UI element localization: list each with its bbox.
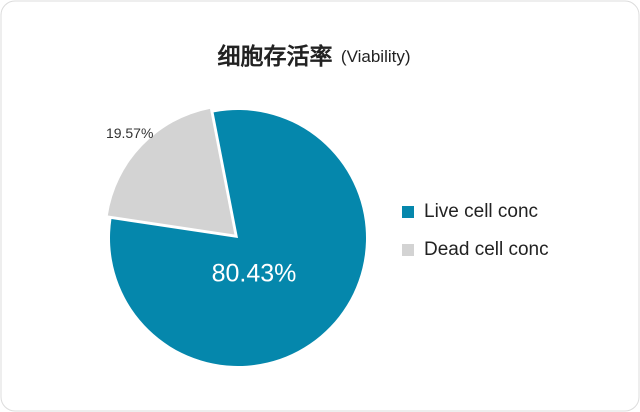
chart-title: 细胞存活率: [217, 43, 332, 69]
chart-title-group: 细胞存活率 (Viability): [217, 43, 410, 69]
pie-slice: [109, 110, 366, 366]
legend-label: Live cell conc: [424, 201, 538, 222]
legend-swatch: [402, 244, 414, 256]
legend-label: Dead cell conc: [424, 239, 549, 260]
data-label: 80.43%: [212, 260, 297, 288]
chart-subtitle: (Viability): [341, 47, 411, 66]
legend-swatch: [402, 206, 414, 218]
data-label: 19.57%: [106, 125, 153, 141]
pie-slice: [107, 108, 235, 235]
